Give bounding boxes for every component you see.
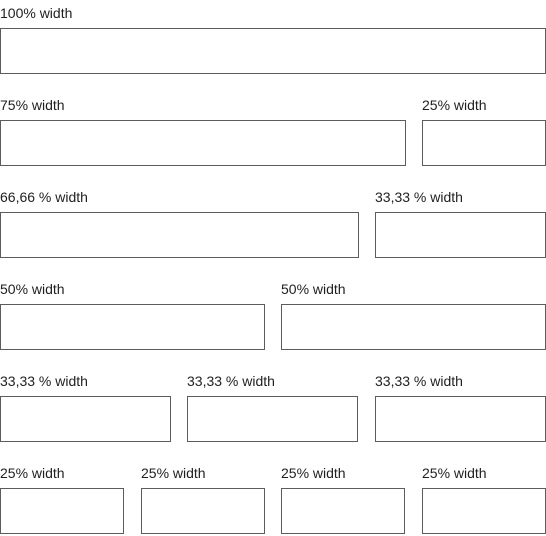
field-75-width: 75% width [0,92,406,168]
field-33-width: 33,33 % width [187,368,358,444]
field-25-width: 25% width [422,92,546,168]
row-100: 100% width [0,0,546,76]
field-label: 25% width [141,465,206,481]
text-input[interactable] [0,488,124,534]
field-33-width: 33,33 % width [375,368,546,444]
field-label: 50% width [0,281,65,297]
row-66-33: 66,66 % width 33,33 % width [0,184,546,260]
field-50-width: 50% width [0,276,265,352]
field-label: 75% width [0,97,65,113]
text-input[interactable] [0,28,546,74]
text-input[interactable] [281,304,546,350]
field-label: 33,33 % width [0,373,88,389]
text-input[interactable] [375,212,546,258]
field-label: 33,33 % width [375,189,463,205]
row-75-25: 75% width 25% width [0,92,546,168]
field-25-width: 25% width [422,460,546,536]
field-label: 25% width [422,97,487,113]
field-25-width: 25% width [141,460,265,536]
text-input[interactable] [0,212,359,258]
text-input[interactable] [281,488,405,534]
field-33-width: 33,33 % width [375,184,546,260]
field-33-width: 33,33 % width [0,368,171,444]
row-33-33-33: 33,33 % width 33,33 % width 33,33 % widt… [0,368,546,444]
text-input[interactable] [422,120,546,166]
field-100-width: 100% width [0,0,546,76]
text-input[interactable] [0,120,406,166]
field-label: 25% width [281,465,346,481]
text-input[interactable] [187,396,358,442]
field-label: 25% width [422,465,487,481]
field-label: 100% width [0,5,73,21]
row-50-50: 50% width 50% width [0,276,546,352]
field-label: 66,66 % width [0,189,88,205]
field-label: 50% width [281,281,346,297]
text-input[interactable] [141,488,265,534]
field-66-width: 66,66 % width [0,184,359,260]
text-input[interactable] [0,396,171,442]
field-25-width: 25% width [281,460,405,536]
field-50-width: 50% width [281,276,546,352]
text-input[interactable] [375,396,546,442]
field-label: 25% width [0,465,65,481]
row-25-25-25-25: 25% width 25% width 25% width 25% width [0,460,546,536]
field-label: 33,33 % width [187,373,275,389]
text-input[interactable] [0,304,265,350]
text-input[interactable] [422,488,546,534]
field-25-width: 25% width [0,460,124,536]
field-label: 33,33 % width [375,373,463,389]
